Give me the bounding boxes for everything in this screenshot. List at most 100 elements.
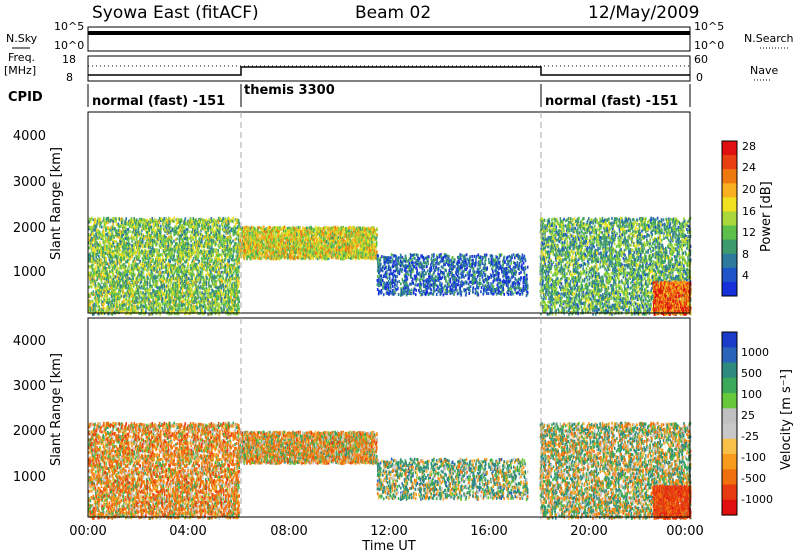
- echo-cell: [96, 263, 99, 266]
- echo-cell: [250, 247, 253, 251]
- echo-cell: [215, 239, 218, 243]
- echo-cell: [107, 275, 110, 278]
- echo-cell: [106, 278, 108, 282]
- echo-cell: [187, 307, 189, 311]
- echo-cell: [120, 237, 123, 241]
- echo-cell: [218, 303, 221, 307]
- echo-cell: [173, 216, 175, 220]
- echo-cell: [135, 291, 137, 295]
- echo-cell: [154, 268, 156, 272]
- echo-cell: [236, 281, 239, 285]
- echo-cell: [207, 312, 209, 316]
- echo-cell: [227, 303, 229, 307]
- echo-cell: [148, 236, 151, 240]
- echo-cell: [212, 263, 214, 267]
- echo-cell: [221, 234, 224, 238]
- echo-cell: [151, 304, 153, 308]
- echo-cell: [149, 234, 152, 237]
- echo-cell: [102, 219, 105, 223]
- echo-cell: [173, 220, 176, 224]
- echo-cell: [225, 292, 227, 296]
- echo-cell: [98, 254, 100, 258]
- echo-cell: [221, 255, 223, 259]
- echo-cell: [224, 228, 226, 232]
- echo-cell: [110, 286, 112, 290]
- echo-cell: [119, 240, 121, 243]
- echo-cell: [136, 274, 139, 278]
- echo-cell: [201, 259, 203, 263]
- echo-cell: [178, 247, 181, 251]
- echo-cell: [219, 231, 221, 235]
- echo-cell: [175, 291, 178, 295]
- echo-cell: [179, 218, 182, 221]
- echo-cell: [203, 219, 206, 223]
- echo-cell: [113, 241, 115, 245]
- echo-cell: [162, 219, 164, 223]
- echo-cell: [123, 240, 126, 244]
- echo-cell: [111, 269, 114, 273]
- echo-cell: [132, 288, 134, 292]
- echo-cell: [217, 287, 220, 291]
- echo-cell: [110, 233, 112, 236]
- echo-cell: [186, 270, 189, 273]
- echo-cell: [223, 304, 225, 308]
- echo-cell: [217, 221, 220, 225]
- echo-cell: [147, 292, 150, 296]
- echo-cell: [93, 253, 96, 257]
- echo-cell: [122, 265, 124, 269]
- echo-cell: [175, 229, 177, 233]
- echo-cell: [233, 294, 236, 297]
- echo-cell: [236, 254, 238, 258]
- echo-cell: [126, 270, 128, 274]
- echo-cell: [186, 241, 188, 245]
- echo-cell: [127, 243, 130, 247]
- echo-cell: [236, 287, 239, 291]
- echo-cell: [130, 293, 132, 297]
- echo-cell: [236, 230, 239, 234]
- echo-cell: [110, 237, 112, 241]
- nave-label: Nave: [750, 64, 778, 77]
- echo-cell: [221, 310, 224, 314]
- echo-cell: [155, 279, 157, 283]
- echo-cell: [210, 308, 212, 312]
- echo-cell: [226, 218, 229, 222]
- echo-cell: [206, 235, 209, 239]
- echo-cell: [126, 259, 129, 263]
- echo-cell: [128, 245, 130, 249]
- echo-cell: [126, 295, 128, 298]
- echo-cell: [234, 229, 236, 233]
- echo-cell: [106, 232, 109, 236]
- echo-cell: [178, 245, 181, 249]
- echo-cell: [140, 266, 142, 270]
- echo-cell: [187, 245, 189, 249]
- echo-cell: [123, 271, 125, 275]
- echo-cell: [108, 246, 110, 250]
- echo-cell: [197, 306, 199, 310]
- echo-cell: [172, 307, 174, 311]
- echo-cell: [118, 276, 120, 280]
- echo-cell: [238, 289, 241, 293]
- echo-cell: [203, 289, 206, 293]
- echo-cell: [196, 262, 198, 266]
- echo-cell: [116, 300, 118, 304]
- echo-cell: [192, 301, 195, 305]
- echo-cell: [227, 227, 230, 230]
- echo-cell: [204, 256, 207, 260]
- echo-cell: [88, 273, 91, 277]
- echo-cell: [206, 259, 209, 262]
- echo-cell: [211, 312, 213, 316]
- echo-cell: [149, 312, 152, 316]
- echo-cell: [195, 274, 198, 278]
- echo-cell: [151, 265, 154, 269]
- echo-cell: [221, 219, 223, 223]
- echo-cell: [94, 295, 97, 299]
- echo-cell: [119, 287, 121, 291]
- echo-cell: [97, 246, 100, 250]
- echo-cell: [171, 292, 173, 296]
- echo-cell: [89, 251, 91, 255]
- echo-cell: [150, 236, 152, 240]
- echo-cell: [211, 295, 214, 299]
- echo-cell: [111, 244, 113, 248]
- echo-cell: [148, 299, 150, 302]
- echo-cell: [199, 232, 202, 236]
